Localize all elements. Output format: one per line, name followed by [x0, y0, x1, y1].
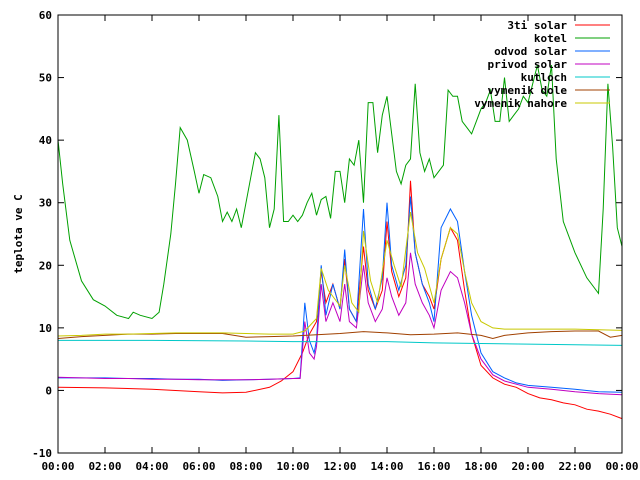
x-tick-label: 08:00 [229, 460, 262, 473]
series-line-0 [57, 180, 623, 420]
y-tick-label: -10 [32, 447, 52, 460]
series-line-5 [57, 330, 623, 340]
legend-label: kutloch [521, 71, 567, 84]
legend-label: kotel [534, 32, 567, 45]
legend-label: odvod solar [494, 45, 567, 58]
x-axis: 00:00 02:00 04:00 06:00 08:00 10:00 12:00 14:00… [41, 15, 639, 473]
x-tick-label: 00:00 [605, 460, 638, 473]
x-tick-label: 10:00 [276, 460, 309, 473]
y-tick-label: 40 [39, 134, 52, 147]
x-tick-label: 02:00 [88, 460, 121, 473]
series-line-6 [57, 212, 623, 337]
y-tick-label: 60 [39, 9, 52, 22]
y-tick-label: 0 [45, 384, 52, 397]
legend-label: privod solar [488, 58, 568, 71]
x-tick-label: 22:00 [558, 460, 591, 473]
legend-label: vymenik dole [488, 84, 568, 97]
series-line-1 [57, 64, 623, 320]
x-tick-label: 14:00 [370, 460, 403, 473]
y-tick-label: 30 [39, 197, 52, 210]
y-axis-title: teplota ve C [12, 194, 25, 273]
x-tick-label: 12:00 [323, 460, 356, 473]
y-tick-label: 50 [39, 72, 52, 85]
x-tick-label: 00:00 [41, 460, 74, 473]
x-tick-label: 20:00 [511, 460, 544, 473]
x-tick-label: 18:00 [464, 460, 497, 473]
legend-label: 3ti solar [507, 19, 567, 32]
series-line-4 [58, 339, 623, 346]
series-layer [57, 64, 623, 420]
series-line-3 [57, 252, 623, 396]
y-axis: -10 0 10 20 30 40 50 60 [32, 9, 622, 460]
y-tick-label: 10 [39, 322, 52, 335]
y-tick-label: 20 [39, 259, 52, 272]
x-tick-label: 04:00 [135, 460, 168, 473]
x-tick-label: 06:00 [182, 460, 215, 473]
x-tick-label: 16:00 [417, 460, 450, 473]
legend-label: vymenik nahore [474, 97, 567, 110]
